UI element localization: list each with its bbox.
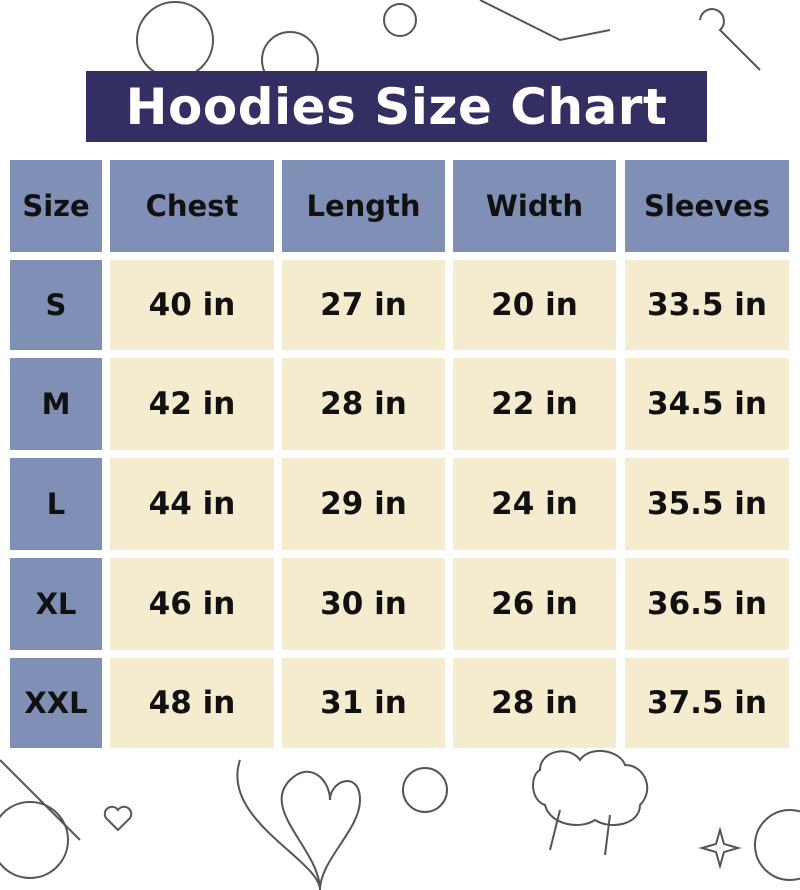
page-title: Hoodies Size Chart: [86, 71, 707, 142]
cell-chest: 48 in: [110, 658, 274, 748]
cell-chest: 42 in: [110, 358, 274, 450]
cell-width: 26 in: [453, 558, 616, 650]
cell-width: 20 in: [453, 260, 616, 350]
cell-sleeves: 34.5 in: [625, 358, 789, 450]
cell-length: 29 in: [282, 458, 445, 550]
size-label: S: [10, 260, 102, 350]
cell-width: 24 in: [453, 458, 616, 550]
needle-icon: [0, 0, 611, 841]
cell-chest: 46 in: [110, 558, 274, 650]
size-label: M: [10, 358, 102, 450]
size-label: XL: [10, 558, 102, 650]
cell-chest: 40 in: [110, 260, 274, 350]
cell-sleeves: 35.5 in: [625, 458, 789, 550]
cell-chest: 44 in: [110, 458, 274, 550]
button-icon: [383, 3, 417, 37]
cell-sleeves: 37.5 in: [625, 658, 789, 748]
yarn-ball-icon: [136, 1, 214, 79]
cell-length: 31 in: [282, 658, 445, 748]
cell-sleeves: 33.5 in: [625, 260, 789, 350]
size-label: XXL: [10, 658, 102, 748]
column-header-chest: Chest: [110, 160, 274, 252]
safety-pin-icon: [699, 8, 761, 71]
cell-width: 28 in: [453, 658, 616, 748]
column-header-sleeves: Sleeves: [625, 160, 789, 252]
cell-length: 30 in: [282, 558, 445, 650]
cell-length: 28 in: [282, 358, 445, 450]
size-label: L: [10, 458, 102, 550]
sparkle-icon: [698, 826, 742, 870]
heart-icon: [103, 805, 133, 832]
column-header-length: Length: [282, 160, 445, 252]
button-icon: [402, 767, 448, 813]
cell-sleeves: 36.5 in: [625, 558, 789, 650]
cell-width: 22 in: [453, 358, 616, 450]
yarn-ball-icon: [0, 801, 69, 879]
sheep-icon: [532, 749, 649, 856]
column-header-size: Size: [10, 160, 102, 252]
yarn-heart-icon: [236, 759, 362, 890]
yarn-ball-icon: [754, 809, 800, 881]
column-header-width: Width: [453, 160, 616, 252]
cell-length: 27 in: [282, 260, 445, 350]
